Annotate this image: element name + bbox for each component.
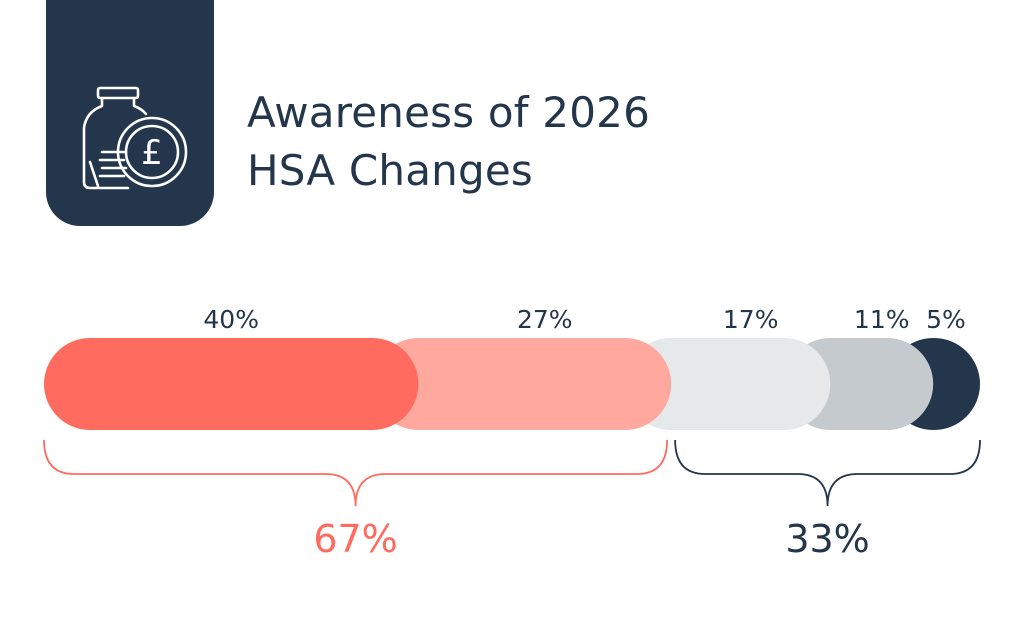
- segment-label-1: 40%: [203, 305, 259, 334]
- bar-segment-1: [44, 338, 419, 430]
- title-line-2: HSA Changes: [247, 146, 533, 195]
- bar-segment-3: [625, 338, 831, 430]
- segment-label-2: 27%: [517, 305, 573, 334]
- group-total-2: 33%: [785, 517, 869, 561]
- group-total-1: 67%: [313, 517, 397, 561]
- chart-title: Awareness of 2026 HSA Changes: [247, 84, 650, 200]
- icon-tab: £: [46, 0, 214, 226]
- title-line-1: Awareness of 2026: [247, 88, 650, 137]
- svg-text:£: £: [141, 133, 163, 173]
- segment-label-4: 11%: [854, 305, 910, 334]
- pound-coin-jar-icon: £: [82, 86, 188, 190]
- group-brace-2: [674, 439, 981, 507]
- segment-label-3: 17%: [723, 305, 779, 334]
- bar-segment-2: [372, 338, 672, 430]
- segment-label-5: 5%: [926, 305, 966, 334]
- group-brace-1: [43, 439, 669, 507]
